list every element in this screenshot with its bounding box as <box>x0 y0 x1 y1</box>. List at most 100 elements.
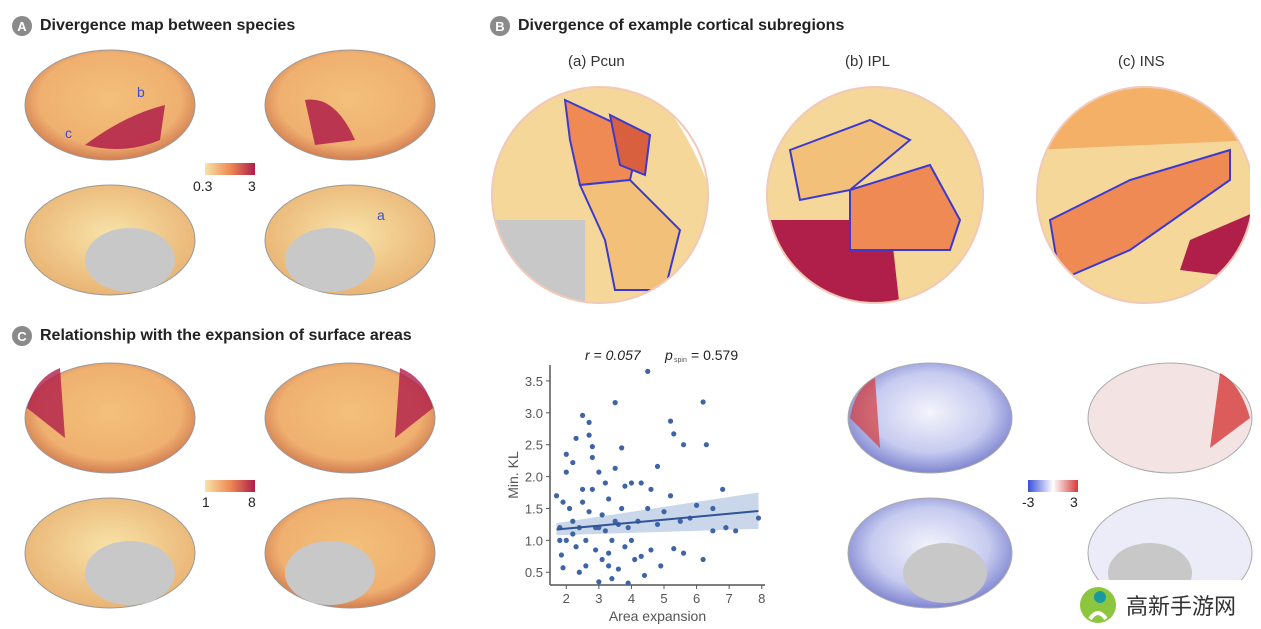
scatter-chart: 2 3 4 5 6 7 8 0.5 1.0 1.5 2.0 2.5 3.0 3.5 Area expansi… <box>505 347 765 624</box>
x-tick-label: 6 <box>693 591 700 606</box>
data-point <box>648 547 654 553</box>
data-point <box>654 521 661 528</box>
panel-a-title-text: Divergence map between species <box>40 17 296 34</box>
y-tick-label: 1.0 <box>525 533 543 548</box>
colorbar-c-max: 8 <box>248 494 256 510</box>
panel-c-title-text: Relationship with the expansion of surfa… <box>40 327 412 344</box>
data-point <box>606 496 612 502</box>
colorbar-diverging <box>1028 480 1078 492</box>
data-point <box>586 509 592 515</box>
data-point <box>570 531 576 537</box>
data-point <box>599 512 605 518</box>
data-point <box>700 556 706 563</box>
data-point <box>606 563 612 569</box>
zoom-pcun <box>492 87 708 303</box>
brain-diverging-lateral-left <box>847 362 1013 474</box>
stat-p-label: p <box>664 347 673 363</box>
colorbar-a-min: 0.3 <box>193 178 213 194</box>
data-point <box>667 493 674 499</box>
data-point <box>628 537 635 543</box>
data-point <box>579 486 586 492</box>
brain-expansion-medial-right <box>264 497 436 609</box>
panel-c-brains <box>24 362 436 609</box>
subregion-label-ipl: (b) IPL <box>845 53 891 70</box>
data-point <box>609 576 615 582</box>
brain-medial-right <box>264 184 436 296</box>
data-point <box>612 400 618 406</box>
data-point <box>553 493 560 499</box>
data-point <box>570 518 576 524</box>
data-point <box>589 454 595 461</box>
data-point <box>563 537 569 543</box>
data-point <box>658 563 664 569</box>
data-point <box>700 399 706 405</box>
data-point <box>710 505 716 512</box>
data-point <box>703 442 709 448</box>
data-point <box>638 553 644 559</box>
subregion-label-ins: (c) INS <box>1118 53 1165 70</box>
label-a: a <box>377 207 385 223</box>
colorbar-c-min: 1 <box>202 494 210 510</box>
data-point <box>570 459 576 466</box>
data-point <box>755 515 762 521</box>
colorbar-divergence <box>205 163 255 175</box>
data-point <box>563 451 569 457</box>
brain-lateral-right <box>264 49 436 161</box>
y-tick-label: 0.5 <box>525 565 543 580</box>
x-tick-label: 8 <box>758 591 765 606</box>
data-point <box>593 547 599 553</box>
stat-p-value: = 0.579 <box>691 347 738 363</box>
data-point <box>632 556 638 563</box>
panel-b-zooms <box>491 86 1250 304</box>
panel-a-title: A Divergence map between species <box>12 16 295 36</box>
colorbar-div-min: -3 <box>1022 494 1035 510</box>
data-point <box>648 486 654 492</box>
data-point <box>609 537 615 543</box>
x-tick-label: 3 <box>595 591 602 606</box>
data-point <box>557 537 563 543</box>
data-point <box>596 469 602 475</box>
panel-a-badge: A <box>12 16 32 36</box>
data-point <box>625 525 631 531</box>
x-tick-label: 5 <box>660 591 667 606</box>
x-tick-label: 7 <box>726 591 733 606</box>
data-point <box>599 556 605 563</box>
fit-line <box>556 510 759 531</box>
data-point <box>622 544 628 550</box>
data-point <box>693 502 700 508</box>
data-point <box>680 442 687 448</box>
data-point <box>615 566 622 572</box>
data-point <box>563 469 569 475</box>
data-point <box>602 528 608 534</box>
y-tick-label: 3.5 <box>525 374 543 389</box>
data-point <box>558 552 565 558</box>
data-point <box>645 505 651 512</box>
brain-expansion-medial-left <box>24 497 196 609</box>
brain-expansion-lateral-right <box>264 362 436 474</box>
watermark-logo-icon <box>1080 586 1116 623</box>
brain-expansion-lateral-left <box>24 362 196 474</box>
data-point <box>671 431 677 437</box>
watermark: 高新手游网 <box>1062 580 1261 629</box>
panel-c-badge: C <box>12 326 32 346</box>
colorbar-a-max: 3 <box>248 178 256 194</box>
data-point <box>573 435 579 441</box>
data-point <box>680 550 687 556</box>
panel-c-diverging-brains <box>847 362 1253 609</box>
data-point <box>710 528 716 534</box>
data-point <box>654 463 661 469</box>
data-point <box>677 518 683 524</box>
data-point <box>671 546 677 552</box>
colorbar-div-max: 3 <box>1070 494 1078 510</box>
data-point <box>583 563 589 569</box>
data-point <box>579 499 586 505</box>
zoom-ipl <box>767 87 983 303</box>
x-axis-label: Area expansion <box>609 608 706 624</box>
data-point <box>628 480 635 486</box>
y-tick-label: 1.5 <box>525 501 543 516</box>
panel-c-title: C Relationship with the expansion of sur… <box>12 326 412 346</box>
data-point <box>579 412 586 418</box>
data-point <box>612 465 618 471</box>
data-point <box>589 486 595 492</box>
brain-lateral-left <box>24 49 196 161</box>
